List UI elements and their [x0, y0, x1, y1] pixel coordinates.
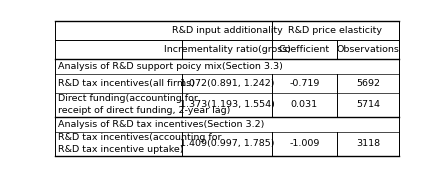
- Text: Observations: Observations: [336, 45, 399, 54]
- Text: 5714: 5714: [356, 100, 380, 109]
- Text: 1.409(0.997, 1.785): 1.409(0.997, 1.785): [180, 139, 274, 148]
- Text: 0.031: 0.031: [291, 100, 318, 109]
- Text: R&D tax incentive uptake): R&D tax incentive uptake): [58, 145, 183, 154]
- Text: 5692: 5692: [356, 79, 380, 88]
- Text: -0.719: -0.719: [289, 79, 319, 88]
- Text: R&D tax incentives(all firms): R&D tax incentives(all firms): [58, 79, 195, 88]
- Text: Incrementality ratio(gross): Incrementality ratio(gross): [163, 45, 291, 54]
- Text: receipt of direct funding, 2-year lag): receipt of direct funding, 2-year lag): [58, 106, 230, 115]
- Text: Direct funding(accounting for: Direct funding(accounting for: [58, 94, 198, 103]
- Text: 3118: 3118: [356, 139, 380, 148]
- Text: 1.373(1.193, 1.554): 1.373(1.193, 1.554): [179, 100, 275, 109]
- Text: R&D input additionality: R&D input additionality: [171, 26, 283, 35]
- Text: 1.072(0.891, 1.242): 1.072(0.891, 1.242): [180, 79, 274, 88]
- Text: Coefficient: Coefficient: [279, 45, 330, 54]
- Text: R&D price elasticity: R&D price elasticity: [288, 26, 382, 35]
- Text: Analysis of R&D tax incentives(Section 3.2): Analysis of R&D tax incentives(Section 3…: [58, 120, 264, 129]
- Text: R&D tax incentives(accounting for: R&D tax incentives(accounting for: [58, 133, 222, 142]
- Text: Analysis of R&D support poicy mix(Section 3.3): Analysis of R&D support poicy mix(Sectio…: [58, 62, 283, 71]
- Text: -1.009: -1.009: [289, 139, 319, 148]
